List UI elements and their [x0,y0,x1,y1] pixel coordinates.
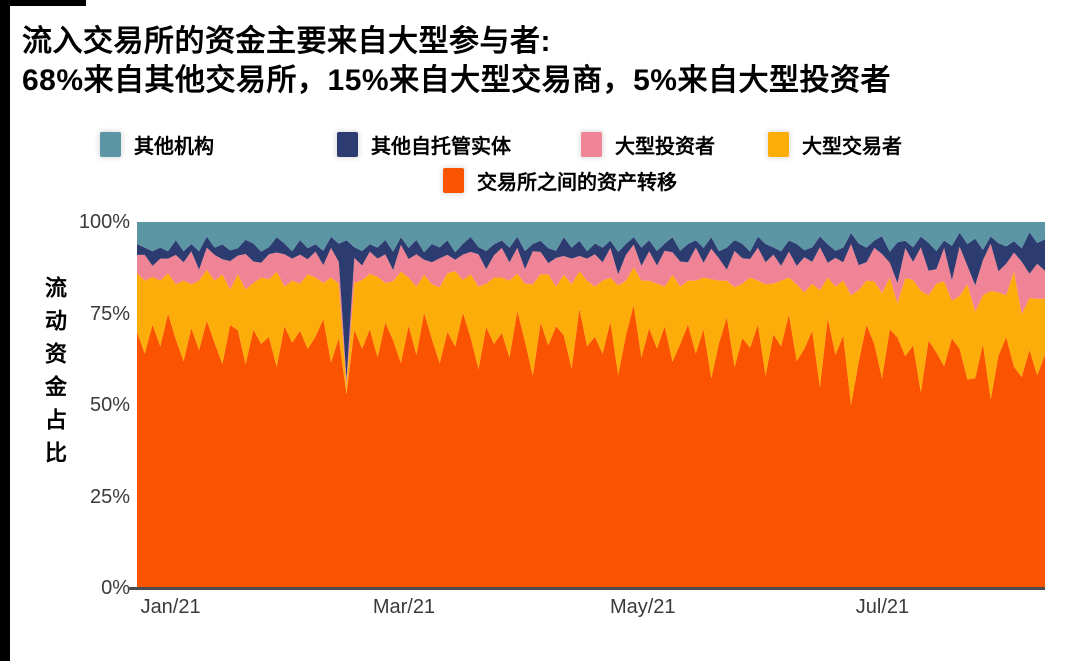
top-black-border [0,0,86,6]
legend-label: 其他自托管实体 [371,135,511,158]
y-tick-0: 0% [101,577,130,599]
y-tick-50: 50% [89,394,130,416]
x-tick-may21: May/21 [609,596,676,618]
y-tick-25: 25% [89,486,130,508]
legend-label: 大型投资者 [615,135,715,158]
legend-swatch [443,167,464,193]
legend-swatch [100,131,121,157]
area-series-2 [137,267,1045,405]
area-series-3 [137,243,1045,387]
legend-row-1: 其他机构 其他自托管实体 大型投资者 大型交易者 [0,126,1080,162]
legend-label: 大型交易者 [802,135,902,158]
area-series-5 [137,222,1045,253]
legend-item-large-traders: 大型交易者 [768,130,902,159]
legend-item-large-investors: 大型投资者 [581,130,715,159]
y-axis-title: 流动资金占比 [42,276,67,474]
chart-title-line2: 68%来自其他交易所，15%来自大型交易商，5%来自大型投资者 [22,64,891,97]
chart-title: 流入交易所的资金主要来自大型参与者: 68%来自其他交易所，15%来自大型交易商… [22,22,1022,100]
legend-label: 交易所之间的资产转移 [477,171,677,194]
legend-row-2: 交易所之间的资产转移 [0,162,1080,198]
legend-item-other-institutions: 其他机构 [100,130,214,159]
area-series-1 [137,305,1045,588]
y-tick-75: 75% [89,303,130,325]
x-tick-jan21: Jan/21 [140,596,201,618]
legend-swatch [337,131,358,157]
legend-label: 其他机构 [134,135,214,158]
left-black-border [0,0,10,661]
legend-swatch [768,131,789,157]
legend-swatch [581,131,602,157]
legend: 其他机构 其他自托管实体 大型投资者 大型交易者 交易所之间的资产转移 [0,126,1080,198]
x-axis-line [128,587,1045,590]
legend-item-exchange-transfers: 交易所之间的资产转移 [443,166,677,195]
x-tick-jul21: Jul/21 [855,596,910,618]
area-series-4 [137,232,1045,380]
y-axis-ticks: 100% 75% 50% 25% 0% [30,211,130,599]
x-tick-mar21: Mar/21 [372,596,436,618]
y-tick-100: 100% [78,211,130,233]
stacked-area-plot [137,222,1045,588]
chart-title-line1: 流入交易所的资金主要来自大型参与者: [22,25,551,58]
legend-item-other-custodial-entities: 其他自托管实体 [337,130,511,159]
x-axis-ticks: Jan/21 Mar/21 May/21 Jul/21 [137,596,1045,622]
